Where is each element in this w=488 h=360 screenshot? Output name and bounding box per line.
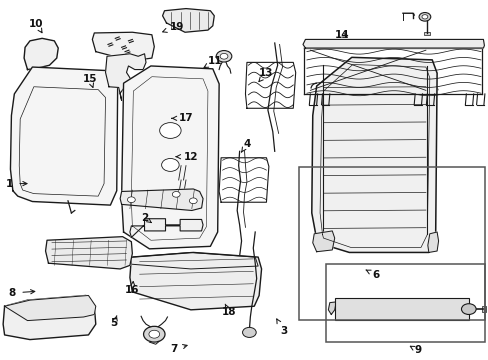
Circle shape [418, 13, 430, 21]
Polygon shape [120, 189, 203, 211]
Bar [334, 298, 468, 320]
Text: 6: 6 [365, 270, 379, 280]
Polygon shape [92, 32, 154, 61]
Text: 15: 15 [82, 74, 97, 87]
Text: 19: 19 [163, 22, 184, 32]
Text: 5: 5 [110, 316, 118, 328]
Polygon shape [130, 219, 203, 237]
Text: 14: 14 [334, 30, 348, 40]
Polygon shape [3, 296, 96, 339]
Bar [299, 167, 485, 320]
Text: 2: 2 [141, 213, 151, 222]
Text: 3: 3 [276, 319, 286, 336]
Polygon shape [312, 231, 334, 252]
Circle shape [421, 15, 427, 19]
Circle shape [220, 53, 227, 59]
Text: 16: 16 [125, 282, 139, 296]
Bar [424, 32, 429, 35]
Circle shape [216, 50, 231, 62]
Text: 4: 4 [241, 139, 250, 152]
Circle shape [461, 304, 475, 315]
Polygon shape [311, 57, 436, 252]
Polygon shape [105, 54, 146, 100]
Text: 12: 12 [176, 152, 198, 162]
Text: 18: 18 [221, 304, 236, 317]
Bar [326, 264, 484, 342]
Text: 13: 13 [258, 68, 273, 82]
Circle shape [161, 158, 179, 171]
Polygon shape [328, 302, 335, 315]
Circle shape [159, 123, 181, 138]
Text: 11: 11 [203, 56, 222, 68]
Text: 7: 7 [170, 344, 187, 354]
Polygon shape [122, 66, 219, 249]
Polygon shape [303, 40, 484, 48]
Circle shape [127, 197, 135, 203]
Polygon shape [45, 237, 132, 269]
Polygon shape [10, 67, 118, 205]
Text: 8: 8 [9, 288, 35, 298]
Polygon shape [4, 296, 96, 320]
Polygon shape [130, 252, 261, 310]
Polygon shape [24, 39, 58, 69]
Text: 1: 1 [6, 179, 27, 189]
Circle shape [143, 326, 164, 342]
Circle shape [149, 330, 159, 338]
Polygon shape [427, 232, 438, 252]
Circle shape [189, 198, 197, 204]
Circle shape [242, 327, 256, 337]
Bar [482, 306, 486, 312]
Polygon shape [162, 9, 214, 32]
Text: 17: 17 [171, 113, 193, 123]
Text: 9: 9 [409, 345, 420, 355]
Circle shape [172, 192, 180, 197]
Text: 10: 10 [29, 19, 43, 33]
